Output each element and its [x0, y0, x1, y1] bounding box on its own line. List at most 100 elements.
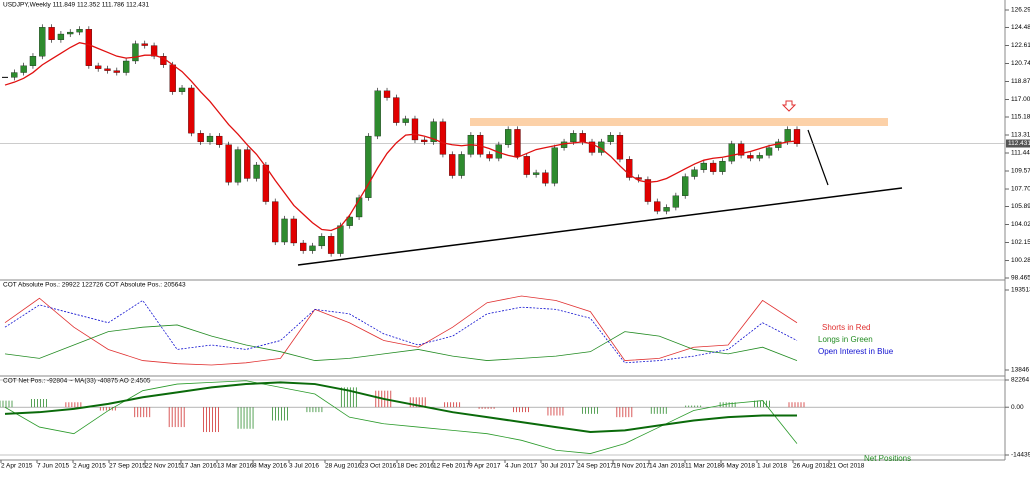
candle	[505, 129, 512, 145]
candle	[765, 147, 773, 156]
x-tick-label: 30 Jul 2017	[541, 463, 575, 470]
candle	[644, 179, 652, 202]
candle	[197, 133, 204, 143]
candle	[67, 31, 74, 35]
candle	[402, 118, 409, 123]
candle	[141, 43, 148, 46]
candle	[346, 216, 353, 226]
candle	[290, 218, 297, 244]
y-tick-label: 98.465	[1011, 275, 1030, 282]
y-tick-label: 0.00	[1011, 404, 1024, 411]
candle	[570, 133, 577, 143]
x-tick-label: 23 Oct 2016	[361, 463, 397, 470]
y-tick-label: 109.575	[1011, 168, 1030, 175]
y-tick-label: 105.89	[1011, 203, 1030, 210]
candle	[458, 154, 465, 176]
candle	[104, 68, 111, 71]
y-tick-label: 117.000	[1011, 96, 1030, 103]
y-tick-label: 107.705	[1011, 186, 1030, 193]
candle	[355, 197, 363, 218]
candle	[365, 135, 372, 198]
candle	[122, 60, 130, 73]
y-tick-label: 193513	[1011, 287, 1030, 294]
resistance-zone	[470, 118, 888, 126]
y-tick-label: 13846	[1011, 367, 1029, 374]
legend-entry: Shorts in Red	[822, 323, 870, 332]
x-tick-label: 8 May 2016	[253, 463, 287, 470]
y-tick-label: 111.445	[1011, 150, 1030, 157]
candle	[337, 225, 344, 254]
projection-line	[807, 129, 829, 186]
x-tick-label: 14 Jan 2018	[649, 463, 685, 470]
candle	[262, 164, 270, 202]
line-series	[4, 299, 798, 364]
line-series	[4, 295, 798, 366]
candle	[281, 218, 288, 243]
candle	[682, 176, 689, 196]
candle	[691, 169, 698, 177]
candle	[719, 160, 726, 172]
candle	[113, 70, 120, 73]
candle	[421, 139, 428, 143]
y-tick-label: 102.15	[1011, 239, 1030, 246]
candle	[663, 207, 670, 212]
candle	[449, 154, 456, 176]
chart-header: USDJPY,Weekly 111.849 112.352 111.786 11…	[3, 2, 150, 9]
candle	[253, 164, 260, 179]
annotation: Net Positions	[864, 454, 911, 463]
price-label-box	[1006, 139, 1030, 148]
candle	[616, 134, 624, 160]
candle	[793, 129, 801, 144]
candle	[150, 45, 158, 57]
x-tick-label: 17 Jan 2016	[181, 463, 217, 470]
candle	[579, 133, 586, 143]
candle	[272, 201, 279, 243]
candle	[29, 56, 37, 66]
candle	[532, 172, 540, 175]
candle	[216, 135, 223, 145]
candle	[327, 236, 335, 254]
candle	[309, 245, 316, 251]
candle	[747, 155, 754, 159]
candle	[85, 29, 93, 66]
candle	[551, 147, 558, 184]
y-tick-label: 118.87	[1011, 78, 1030, 85]
candle	[523, 156, 530, 175]
candle	[244, 149, 251, 179]
x-tick-label: 27 Sep 2015	[109, 463, 146, 470]
candle	[756, 155, 763, 159]
legend-entry: Longs in Green	[818, 335, 873, 344]
candle	[178, 87, 186, 92]
candle	[393, 97, 400, 123]
candle	[672, 195, 680, 208]
candle	[411, 118, 419, 141]
candle	[486, 154, 493, 159]
x-tick-label: 26 Aug 2018	[793, 463, 830, 470]
x-tick-label: 12 Feb 2017	[433, 463, 470, 470]
candle	[430, 121, 437, 143]
candle	[784, 129, 791, 143]
x-tick-label: 24 Sep 2017	[577, 463, 614, 470]
x-tick-label: 2 Apr 2015	[1, 463, 33, 470]
x-tick-label: 13 Mar 2016	[217, 463, 254, 470]
y-tick-label: -144393	[1011, 452, 1030, 459]
candle	[95, 65, 102, 69]
x-tick-label: 6 May 2018	[721, 463, 755, 470]
line-series	[4, 381, 797, 434]
legend-entry: Open Interest in Blue	[818, 347, 894, 356]
x-tick-label: 19 Nov 2017	[613, 463, 650, 470]
y-tick-label: 115.185	[1011, 114, 1030, 121]
candle	[234, 149, 242, 183]
candle	[57, 33, 65, 40]
candle	[654, 201, 661, 212]
candle	[700, 162, 707, 170]
candle	[300, 242, 307, 251]
candle	[514, 129, 521, 157]
candle	[206, 135, 214, 143]
candle	[225, 144, 232, 183]
x-tick-label: 1 Jul 2018	[757, 463, 787, 470]
x-tick-label: 7 Jun 2015	[37, 463, 70, 470]
x-tick-label: 21 Oct 2018	[829, 463, 865, 470]
y-tick-label: 82264	[1011, 377, 1029, 384]
x-tick-label: 11 Mar 2018	[685, 463, 721, 470]
